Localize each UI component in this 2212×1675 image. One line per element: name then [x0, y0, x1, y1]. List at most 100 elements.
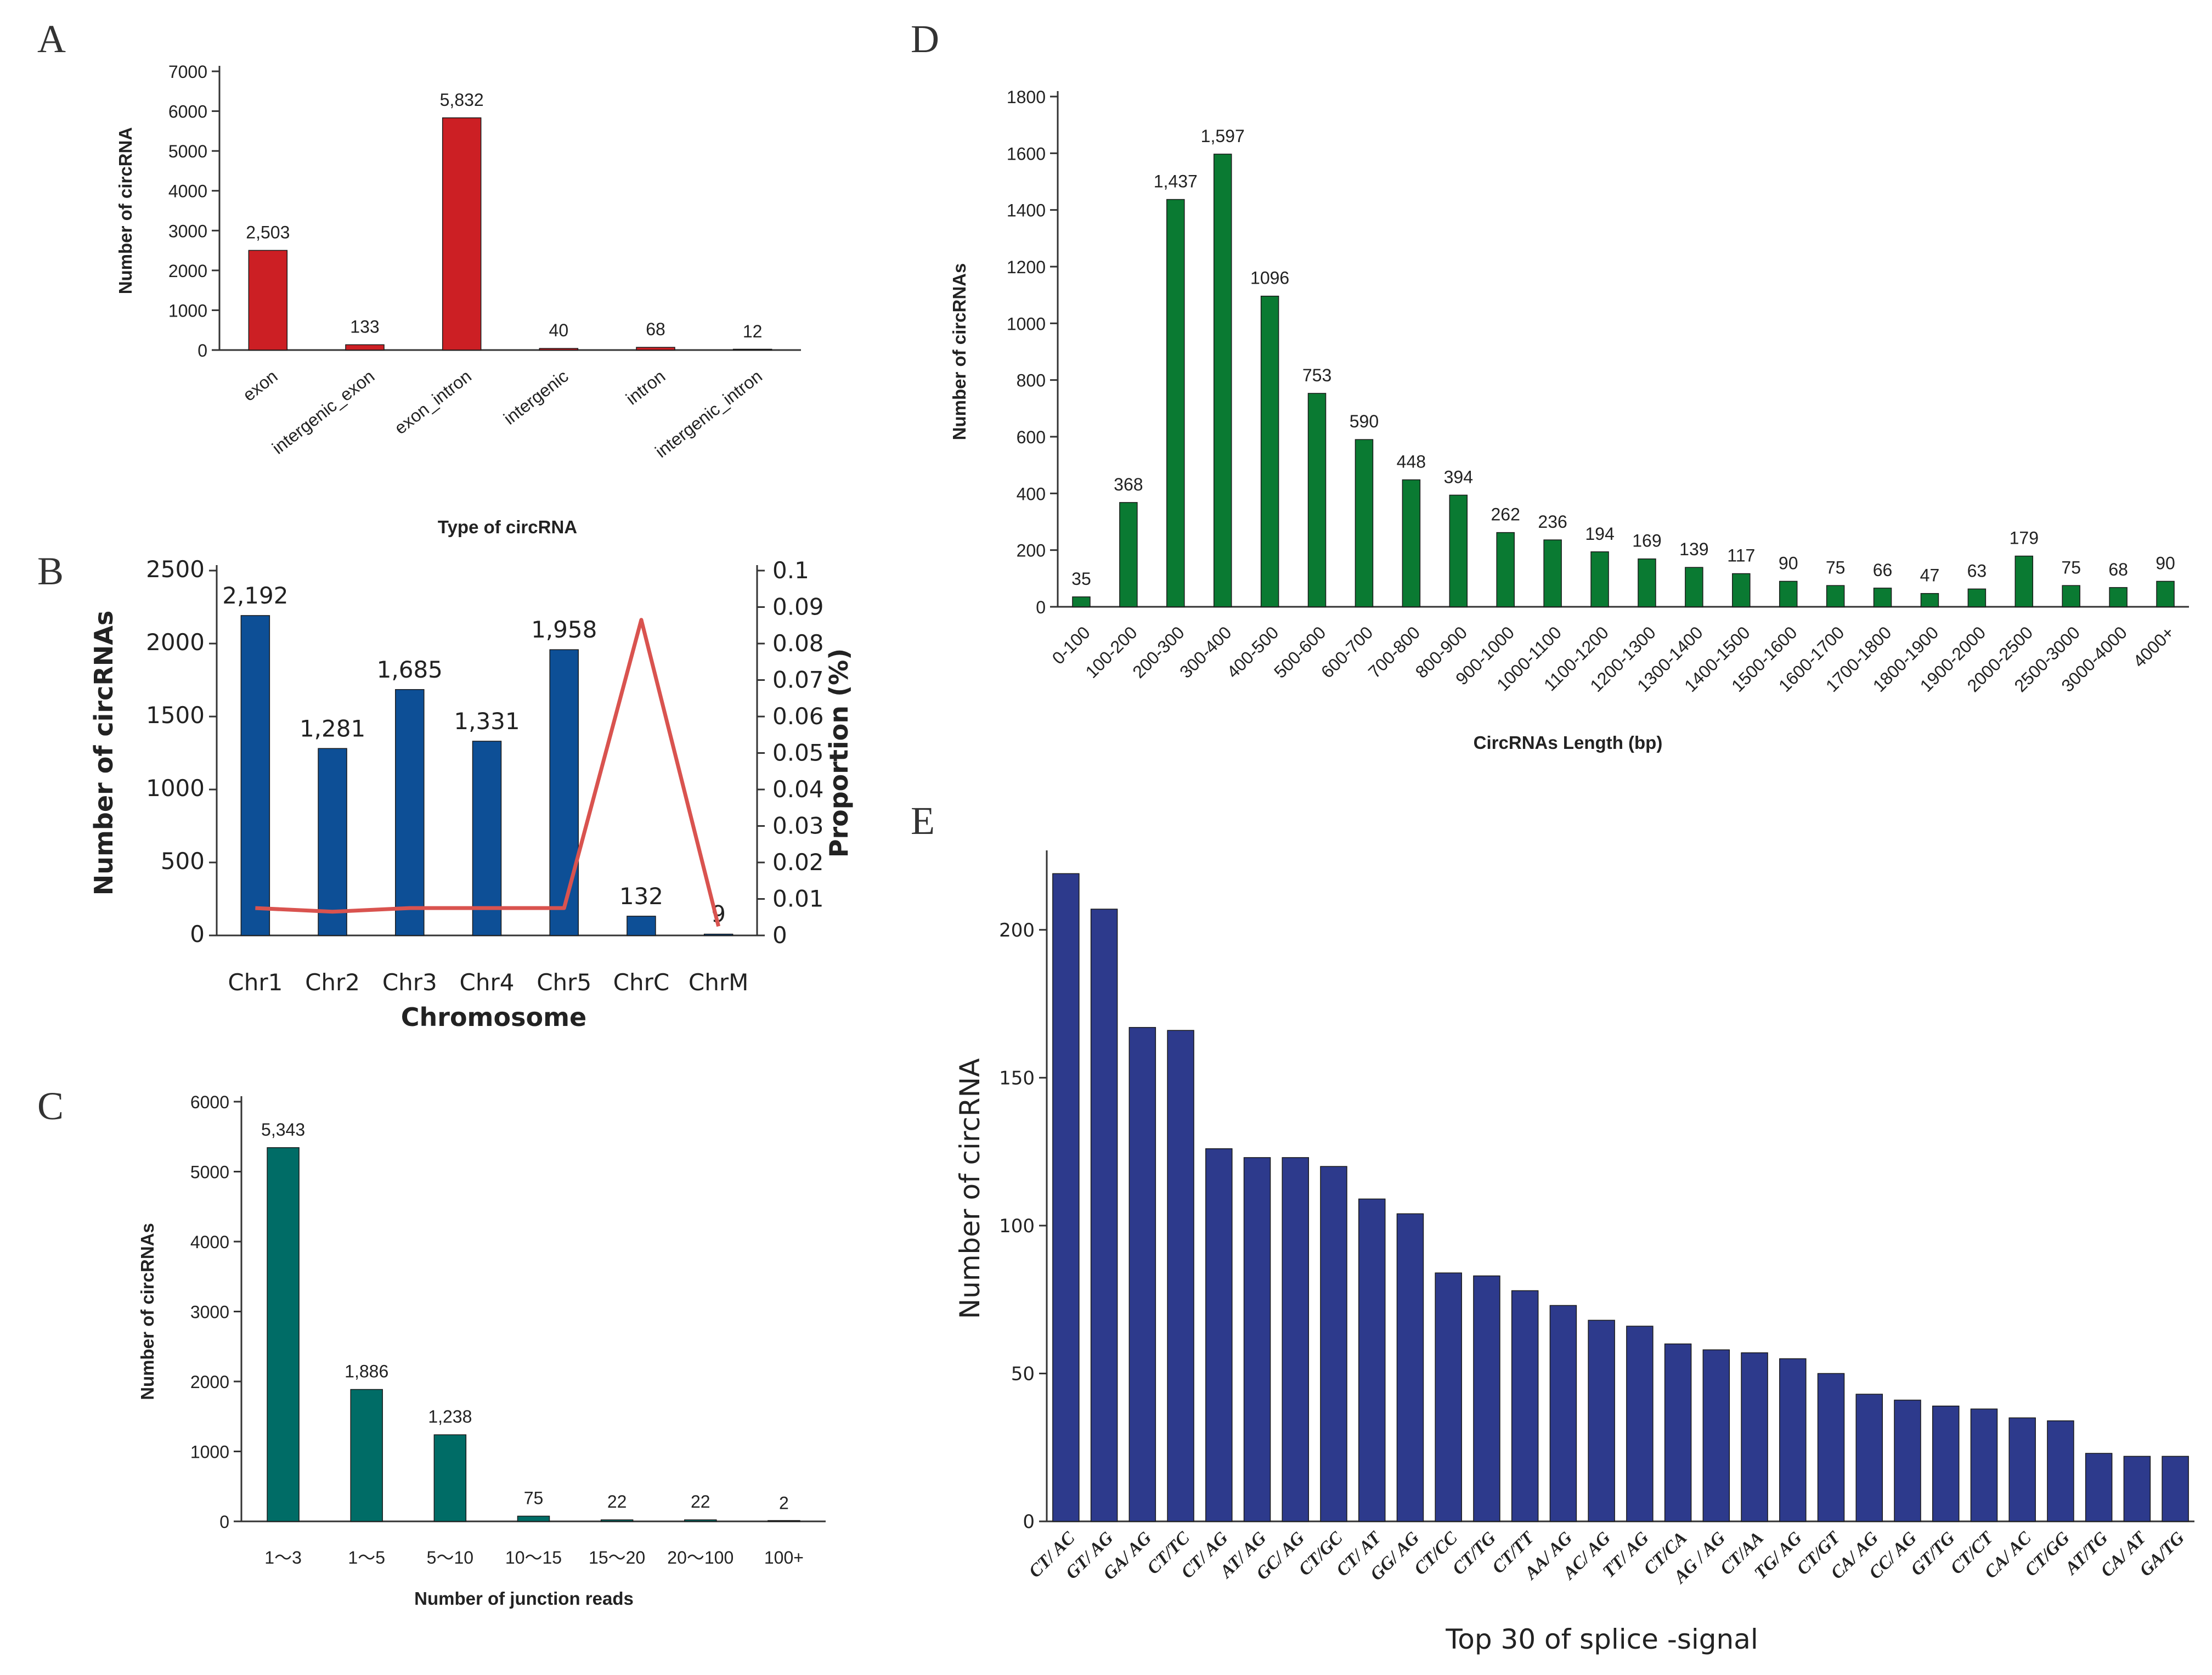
x-tick-label: Chr4	[460, 969, 515, 996]
bar	[2008, 1417, 2036, 1522]
value-label: 117	[1727, 546, 1755, 566]
value-label: 1,685	[377, 656, 443, 683]
value-label: 1,238	[428, 1407, 472, 1426]
value-label: 448	[1397, 452, 1426, 472]
x-tick-label: 1～5	[348, 1548, 385, 1567]
bar	[240, 615, 270, 936]
value-label: 5,832	[440, 90, 484, 110]
bar	[1588, 1319, 1615, 1522]
bar	[1779, 1358, 1807, 1522]
bar	[1664, 1343, 1692, 1522]
bar	[517, 1515, 550, 1522]
value-label: 22	[607, 1492, 627, 1512]
panel-letter-a: A	[37, 17, 66, 61]
bar	[1166, 199, 1185, 607]
bar	[732, 348, 772, 351]
value-label: 1,437	[1154, 172, 1198, 191]
value-label: 68	[2108, 560, 2128, 579]
y-tick-label: 1600	[1007, 144, 1046, 163]
value-label: 139	[1679, 539, 1708, 559]
y-tick-label: 600	[1017, 427, 1046, 447]
value-label: 236	[1538, 512, 1567, 532]
x-tick-label: Chr2	[305, 969, 360, 996]
value-label: 262	[1491, 505, 1520, 525]
bar	[350, 1389, 383, 1522]
bar	[1396, 1213, 1424, 1522]
value-label: 1,597	[1201, 126, 1245, 146]
value-label: 12	[743, 322, 763, 341]
value-label: 1096	[1250, 268, 1289, 288]
value-label: 35	[1071, 569, 1091, 589]
y-tick-label: 5000	[190, 1163, 229, 1182]
bar	[539, 348, 579, 351]
bar	[1779, 580, 1798, 607]
value-label: 169	[1632, 531, 1661, 551]
bar	[1260, 295, 1279, 607]
x-tick-label: 1～3	[264, 1548, 302, 1567]
bar	[442, 117, 482, 351]
y-tick-label: 4000	[168, 182, 207, 201]
x-axis-title: Number of junction reads	[414, 1588, 634, 1609]
y2-axis-title: Proportion (%)	[824, 648, 854, 858]
y-tick-label: 6000	[190, 1092, 229, 1112]
bar	[1307, 393, 1327, 607]
bar	[768, 1520, 800, 1522]
y-tick-label: 0	[190, 921, 205, 948]
y-tick-label: 500	[161, 848, 205, 875]
y2-tick-label: 0.07	[772, 667, 824, 693]
y-tick-label: 3000	[168, 221, 207, 241]
bar	[1855, 1394, 1883, 1522]
y-tick-label: 1000	[190, 1442, 229, 1462]
bar	[1543, 539, 1562, 607]
y-tick-label: 2000	[146, 629, 205, 656]
bar	[1052, 873, 1080, 1522]
y-tick-label: 150	[999, 1067, 1035, 1089]
y-axis-title: Number of circRNAs	[89, 611, 119, 896]
bar	[2156, 580, 2175, 607]
bar	[1549, 1305, 1577, 1522]
x-tick-label: 5～10	[427, 1548, 473, 1567]
y-tick-label: 6000	[168, 102, 207, 122]
bar	[1967, 588, 1987, 607]
value-label: 1,281	[300, 715, 365, 742]
bar	[1970, 1408, 1998, 1522]
bar	[1205, 1148, 1233, 1522]
value-label: 47	[1920, 566, 1940, 585]
bar	[2162, 1456, 2189, 1522]
bar	[2085, 1453, 2113, 1522]
y-tick-label: 1000	[168, 301, 207, 320]
bar	[1920, 593, 1939, 607]
y2-tick-label: 0.05	[772, 740, 824, 766]
value-label: 63	[1967, 561, 1987, 580]
bar	[267, 1147, 300, 1522]
value-label: 90	[1779, 554, 1798, 573]
bar	[1402, 479, 1421, 607]
bar	[318, 748, 347, 936]
bar	[1128, 1027, 1156, 1522]
value-label: 5,343	[261, 1120, 305, 1140]
bar	[1685, 567, 1703, 607]
value-label: 68	[646, 319, 665, 339]
x-tick-label: 15～20	[589, 1548, 645, 1567]
bar	[1119, 502, 1138, 607]
value-label: 394	[1444, 467, 1473, 487]
bar	[1638, 558, 1656, 607]
y2-tick-label: 0.09	[772, 594, 824, 621]
bar	[1072, 596, 1091, 607]
y-tick-label: 7000	[168, 62, 207, 82]
y-tick-label: 5000	[168, 142, 207, 161]
y2-tick-label: 0.06	[772, 703, 824, 730]
bar	[472, 741, 502, 936]
value-label: 75	[2061, 557, 2081, 577]
bar	[549, 649, 579, 936]
bar	[433, 1434, 467, 1522]
y-tick-label: 400	[1017, 484, 1046, 504]
x-axis-title: CircRNAs Length (bp)	[1474, 732, 1663, 753]
y-tick-label: 1500	[146, 702, 205, 729]
panel-c: C 0 1000 2000 3000 4000 5000 6000 5,343 1,886 1,23…	[37, 1084, 826, 1609]
x-axis-title: Type of circRNA	[438, 517, 577, 537]
y2-tick-label: 0	[772, 922, 787, 949]
y-tick-label: 50	[1011, 1363, 1035, 1385]
x-tick-label: ChrM	[689, 969, 748, 996]
